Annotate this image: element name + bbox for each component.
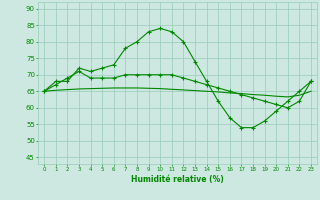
X-axis label: Humidité relative (%): Humidité relative (%)	[131, 175, 224, 184]
